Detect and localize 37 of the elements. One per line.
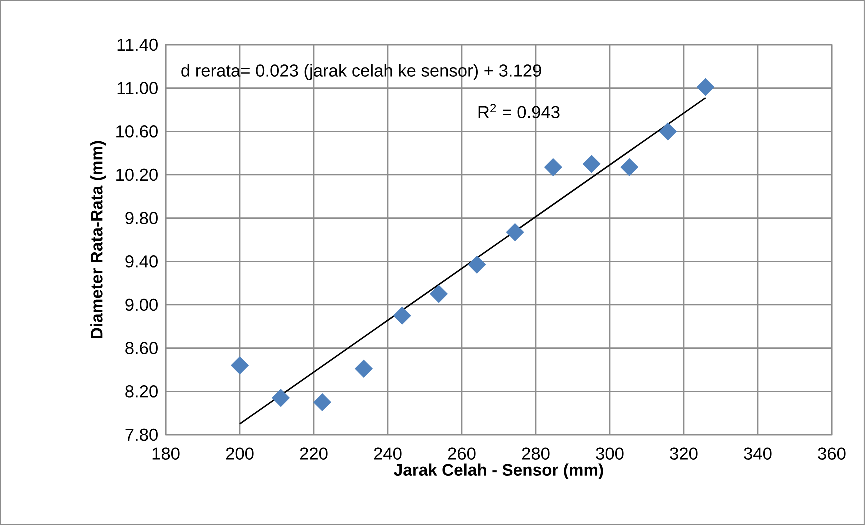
point	[659, 122, 678, 141]
x-tick-label: 260	[448, 448, 476, 460]
point	[468, 256, 486, 274]
y-tick-label: 8.20	[126, 386, 158, 398]
point	[314, 394, 332, 412]
point	[231, 356, 249, 375]
x-tick-label: 200	[226, 448, 254, 460]
x-tick-label: 340	[744, 448, 772, 460]
x-tick-label: 360	[818, 448, 846, 460]
point	[430, 285, 448, 304]
y-tick-label: 9.00	[126, 298, 158, 312]
point	[506, 223, 524, 242]
point	[272, 389, 290, 408]
point	[355, 360, 373, 378]
y-tick-label: 9.80	[126, 212, 158, 224]
x-tick-label: 180	[152, 448, 180, 460]
annotation: R$^{2}$ = 0.943	[478, 104, 560, 119]
y-tick-label: 10.60	[116, 126, 158, 138]
point	[582, 155, 601, 174]
annotation: d rerata= 0.023 (jarak celah ke sensor) + 3.129	[182, 64, 542, 80]
x-tick-label: 220	[300, 448, 328, 460]
y-tick-label: 10.20	[116, 168, 158, 182]
point	[393, 306, 412, 325]
x-tick-label: 320	[670, 448, 698, 460]
x-tick-label: 240	[374, 448, 402, 460]
point	[620, 158, 639, 176]
y-tick-label: 11.40	[118, 38, 158, 52]
y-axis-title: Diameter Rata-Rata (mm)	[90, 141, 106, 338]
y-tick-label: 9.40	[126, 256, 158, 268]
y-tick-label: 7.80	[126, 428, 158, 442]
x-tick-label: 280	[522, 448, 550, 460]
y-tick-label: 8.60	[126, 342, 158, 354]
y-tick-label: 11.00	[118, 82, 158, 94]
point	[544, 158, 562, 176]
x-tick-label: 300	[596, 448, 624, 460]
x-axis-title: Jarak Celah - Sensor (mm)	[394, 464, 604, 480]
point	[696, 78, 715, 96]
